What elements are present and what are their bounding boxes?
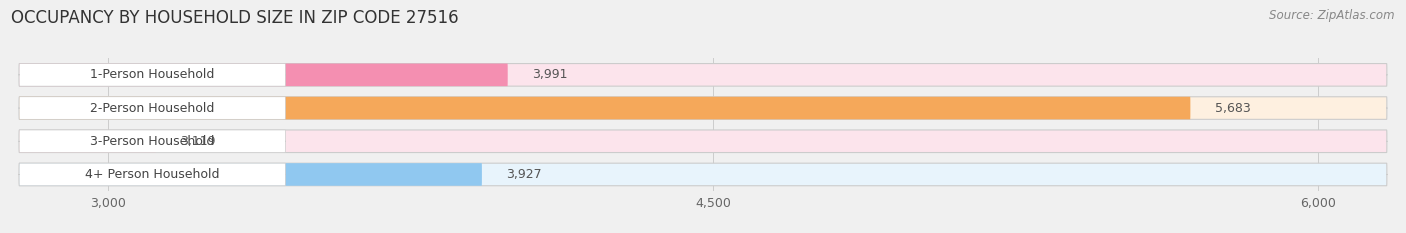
FancyBboxPatch shape	[20, 163, 285, 186]
Text: 3-Person Household: 3-Person Household	[90, 135, 215, 148]
Text: 3,119: 3,119	[180, 135, 215, 148]
FancyBboxPatch shape	[20, 97, 1191, 119]
FancyBboxPatch shape	[20, 130, 285, 153]
FancyBboxPatch shape	[20, 64, 508, 86]
FancyBboxPatch shape	[20, 64, 1386, 86]
FancyBboxPatch shape	[20, 97, 1386, 119]
FancyBboxPatch shape	[20, 130, 156, 153]
Text: 3,991: 3,991	[531, 68, 568, 81]
Text: Source: ZipAtlas.com: Source: ZipAtlas.com	[1270, 9, 1395, 22]
FancyBboxPatch shape	[20, 64, 285, 86]
FancyBboxPatch shape	[20, 97, 285, 119]
FancyBboxPatch shape	[20, 163, 482, 186]
Text: OCCUPANCY BY HOUSEHOLD SIZE IN ZIP CODE 27516: OCCUPANCY BY HOUSEHOLD SIZE IN ZIP CODE …	[11, 9, 458, 27]
Text: 5,683: 5,683	[1215, 102, 1250, 115]
Text: 1-Person Household: 1-Person Household	[90, 68, 215, 81]
FancyBboxPatch shape	[20, 130, 1386, 153]
Text: 2-Person Household: 2-Person Household	[90, 102, 215, 115]
Text: 3,927: 3,927	[506, 168, 541, 181]
Text: 4+ Person Household: 4+ Person Household	[84, 168, 219, 181]
FancyBboxPatch shape	[20, 163, 1386, 186]
